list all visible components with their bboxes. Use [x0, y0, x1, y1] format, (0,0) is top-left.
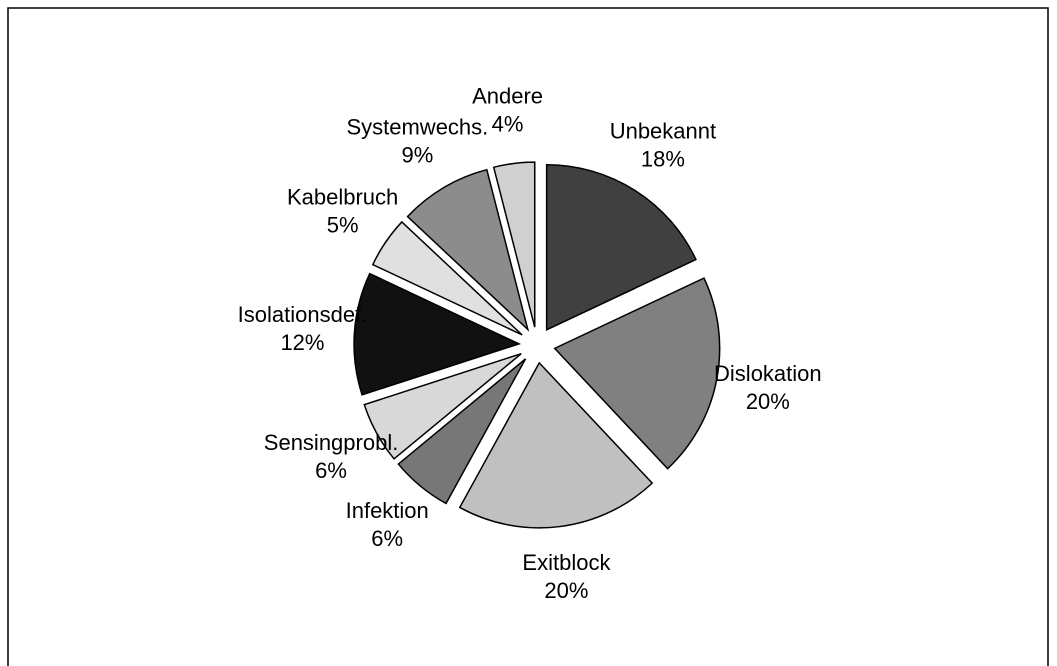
pie-slice — [353, 272, 522, 396]
slice-value-label: 9% — [401, 143, 433, 168]
slice-label: Exitblock — [522, 550, 611, 575]
pie-slice — [406, 168, 530, 332]
slice-label: Systemwechs. — [346, 115, 488, 140]
pie-slice — [553, 277, 721, 470]
pie-slice — [397, 358, 527, 505]
slice-value-label: 6% — [315, 458, 347, 483]
slice-value-label: 20% — [746, 389, 790, 414]
slice-label: Infektion — [346, 498, 429, 523]
slice-label: Dislokation — [714, 361, 822, 386]
slice-value-label: 4% — [492, 112, 524, 137]
chart-frame — [7, 7, 1049, 666]
slice-value-label: 6% — [371, 526, 403, 551]
slice-label: Isolationsdef. — [238, 302, 368, 327]
pie-slice — [492, 161, 536, 328]
pie-slice — [371, 220, 523, 336]
slice-label: Sensingprobl. — [264, 430, 399, 455]
slice-label: Kabelbruch — [287, 185, 398, 210]
slice-label: Unbekannt — [610, 118, 716, 143]
slice-value-label: 5% — [327, 213, 359, 238]
slice-value-label: 18% — [641, 146, 685, 171]
slice-label: Andere — [472, 84, 543, 109]
pie-slice — [458, 361, 654, 529]
slice-value-label: 20% — [544, 578, 588, 603]
pie-slice — [545, 164, 697, 331]
pie-slice — [363, 352, 522, 460]
slice-value-label: 12% — [280, 330, 324, 355]
